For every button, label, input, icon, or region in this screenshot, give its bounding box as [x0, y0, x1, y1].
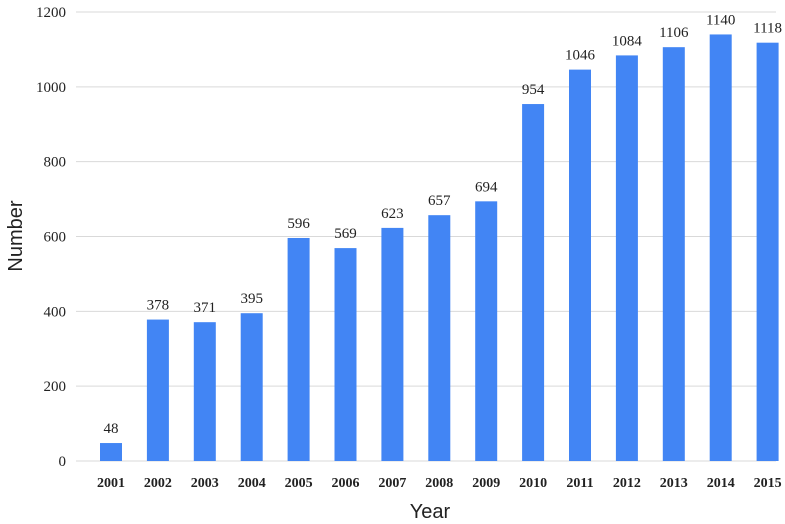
bar-2002	[146, 319, 169, 461]
x-tick-label-2013: 2013	[660, 476, 688, 491]
x-tick-label-2008: 2008	[425, 476, 453, 491]
x-tick-label-2001: 2001	[97, 476, 125, 491]
data-label-2011: 1046	[565, 48, 596, 64]
data-label-2015: 1118	[753, 21, 782, 37]
data-label-2007: 623	[381, 206, 404, 222]
x-tick-label-2006: 2006	[332, 476, 360, 491]
gridlines	[76, 11, 776, 462]
y-tick-label: 1200	[36, 5, 66, 21]
data-label-2003: 371	[194, 300, 217, 316]
bar-2008	[428, 215, 451, 461]
data-label-2006: 569	[334, 226, 357, 242]
data-label-2013: 1106	[659, 25, 689, 41]
y-axis-title: Number	[5, 200, 27, 271]
bar-2009	[475, 201, 498, 461]
bar-2013	[662, 47, 685, 462]
y-tick-label: 800	[44, 155, 67, 171]
x-tick-label-2003: 2003	[191, 476, 219, 491]
bar-2011	[569, 69, 591, 461]
x-tick-label-2015: 2015	[754, 476, 782, 491]
bar-2006	[334, 248, 357, 461]
data-label-2010: 954	[522, 82, 545, 98]
bar-2007	[381, 227, 404, 461]
bar-2005	[287, 237, 310, 461]
data-label-2009: 694	[475, 179, 498, 195]
x-tick-label-2007: 2007	[378, 476, 406, 491]
y-tick-label: 600	[44, 230, 67, 246]
data-label-2004: 395	[240, 291, 263, 307]
bar-2004	[240, 313, 263, 461]
y-tick-label: 200	[44, 379, 67, 395]
y-axis-ticks: 0 200 400 600 800 1000 1200	[36, 5, 66, 470]
x-tick-label-2014: 2014	[707, 476, 735, 491]
x-tick-label-2010: 2010	[519, 476, 547, 491]
data-label-2014: 1140	[706, 12, 735, 28]
x-tick-label-2011: 2011	[566, 476, 593, 491]
x-axis-title: Year	[410, 501, 451, 523]
bar-2003	[193, 322, 216, 461]
data-label-2005: 596	[287, 216, 310, 232]
bar-2015	[756, 42, 779, 461]
data-label-2008: 657	[428, 193, 451, 209]
x-tick-label-2012: 2012	[613, 476, 641, 491]
x-tick-label-2002: 2002	[144, 476, 172, 491]
data-label-2012: 1084	[612, 33, 643, 49]
bar-2014	[709, 34, 732, 461]
y-tick-label: 400	[44, 304, 67, 320]
x-axis-ticks: 2001 2002 2003 2004 2005 2006 2007 2008 2009 2010…	[97, 476, 782, 491]
bar-2010	[522, 104, 545, 462]
bars	[100, 34, 779, 462]
data-label-2001: 48	[104, 421, 119, 437]
data-label-2002: 378	[147, 298, 170, 314]
x-tick-label-2004: 2004	[238, 476, 266, 491]
y-tick-label: 1000	[36, 80, 66, 96]
y-tick-label: 0	[59, 454, 67, 470]
data-labels: 48 378 371 395 596 569 623 657 694 954 1046 1084 110…	[104, 12, 783, 437]
bar-2001	[100, 443, 122, 461]
x-tick-label-2009: 2009	[472, 476, 500, 491]
x-tick-label-2005: 2005	[285, 476, 313, 491]
bar-2012	[615, 55, 638, 462]
